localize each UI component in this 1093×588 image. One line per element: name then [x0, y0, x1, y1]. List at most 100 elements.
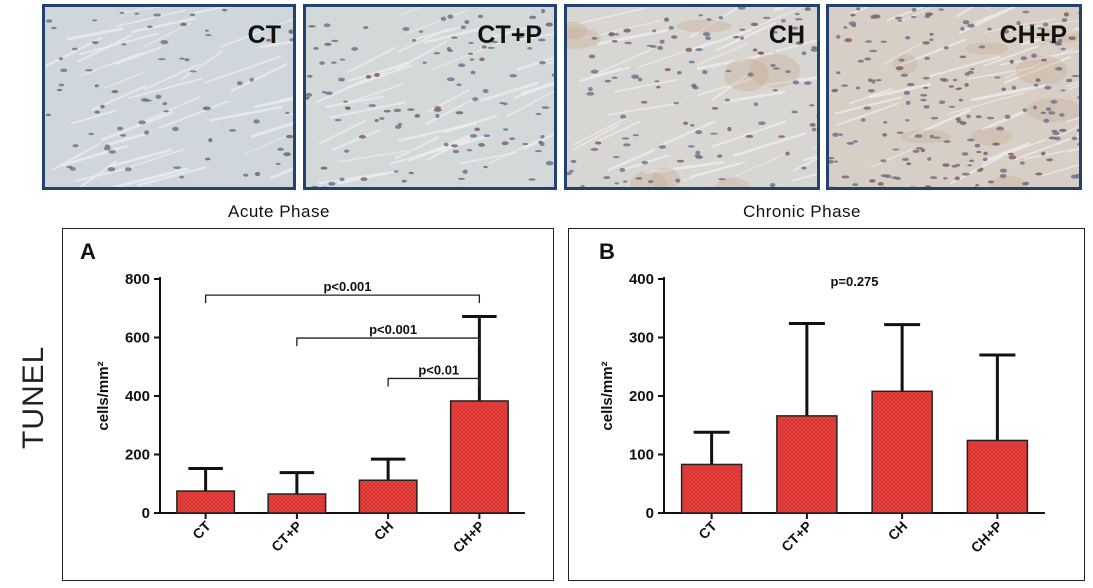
nucleus	[652, 29, 657, 33]
nucleus	[1020, 161, 1025, 165]
nucleus	[762, 16, 771, 19]
nucleus	[334, 118, 342, 122]
nucleus	[85, 69, 93, 72]
nucleus	[654, 80, 660, 83]
nucleus	[540, 135, 545, 139]
nucleus	[275, 162, 281, 166]
nucleus	[180, 22, 187, 27]
nucleus	[894, 16, 902, 20]
nucleus	[614, 33, 620, 36]
micrograph-label: CH+P	[999, 21, 1067, 49]
tissue-fiber	[505, 90, 554, 118]
nucleus	[838, 133, 843, 136]
tissue-fiber	[410, 25, 463, 42]
tissue-fiber	[324, 95, 384, 109]
nucleus	[959, 55, 967, 59]
nucleus	[792, 80, 800, 85]
tissue-stain	[567, 21, 587, 39]
nucleus	[816, 115, 817, 118]
nucleus	[637, 77, 643, 82]
nucleus	[1033, 83, 1039, 87]
nucleus	[676, 159, 685, 163]
nucleus	[958, 98, 963, 102]
nucleus	[374, 72, 380, 78]
nucleus	[539, 141, 545, 147]
nucleus	[698, 14, 703, 17]
nucleus	[1008, 155, 1017, 160]
nucleus	[551, 73, 554, 77]
nucleus	[418, 30, 424, 33]
nucleus	[670, 35, 678, 39]
significance-bracket	[204, 294, 481, 304]
tissue-fiber	[143, 63, 200, 91]
nucleus	[895, 66, 904, 71]
tissue-fiber	[894, 38, 967, 69]
nucleus	[900, 186, 902, 187]
tissue-fiber	[818, 7, 820, 14]
tissue-fiber	[424, 97, 476, 126]
y-tick-label: 0	[142, 505, 150, 522]
nucleus	[829, 159, 834, 164]
tissue-stain	[651, 167, 680, 187]
nucleus	[604, 79, 612, 83]
nucleus	[970, 68, 975, 71]
nucleus	[960, 26, 965, 31]
nucleus	[929, 134, 935, 139]
tissue-fiber	[849, 7, 870, 16]
nucleus	[343, 100, 348, 103]
nucleus	[880, 40, 888, 43]
nucleus	[1041, 58, 1048, 62]
tissue-fiber	[520, 82, 554, 95]
nucleus	[1059, 113, 1065, 117]
nucleus	[752, 48, 758, 52]
nucleus	[758, 121, 766, 126]
nucleus	[898, 58, 905, 62]
nucleus	[119, 11, 125, 15]
nucleus	[1029, 23, 1035, 26]
nucleus	[658, 145, 666, 149]
nucleus	[1021, 182, 1028, 186]
tissue-fiber	[346, 46, 397, 74]
nucleus	[1077, 11, 1079, 15]
nucleus	[668, 25, 674, 30]
bar-chart-b: B 0 100 200 300 400 cells/mm² CT CT+P CH CH+P p=0.2…	[599, 239, 1045, 556]
nucleus	[447, 14, 454, 19]
nucleus	[833, 88, 839, 93]
nucleus	[892, 148, 900, 151]
tissue-fiber	[331, 128, 382, 152]
nucleus	[687, 145, 695, 148]
x-tick-label: CH	[371, 518, 397, 544]
nucleus	[750, 22, 759, 27]
nucleus	[319, 61, 325, 65]
nucleus	[320, 166, 328, 170]
nucleus	[868, 78, 873, 82]
tissue-fiber	[317, 119, 367, 146]
tissue-fiber	[79, 32, 160, 56]
nucleus	[801, 51, 807, 56]
nucleus	[306, 96, 310, 100]
nucleus	[906, 162, 912, 166]
tissue-fiber	[66, 27, 124, 41]
nucleus	[358, 135, 367, 139]
nucleus	[590, 69, 599, 74]
tissue-fiber	[427, 89, 470, 113]
nucleus	[121, 43, 127, 46]
nucleus	[780, 19, 786, 23]
row-label-tunel: TUNEL	[17, 345, 50, 449]
nucleus	[621, 137, 630, 140]
tissue-fiber	[848, 87, 893, 105]
nucleus	[569, 169, 574, 173]
nucleus	[612, 156, 620, 159]
nucleus	[163, 110, 169, 113]
nucleus	[983, 151, 988, 156]
nucleus	[809, 123, 816, 127]
nucleus	[92, 19, 98, 22]
p-value-label: p=0.275	[830, 274, 878, 289]
nucleus	[930, 116, 939, 120]
nucleus	[836, 71, 841, 75]
nucleus	[656, 85, 661, 89]
tissue-fiber	[107, 131, 152, 147]
nucleus	[457, 63, 466, 68]
nucleus	[134, 12, 140, 15]
nucleus	[882, 133, 887, 137]
